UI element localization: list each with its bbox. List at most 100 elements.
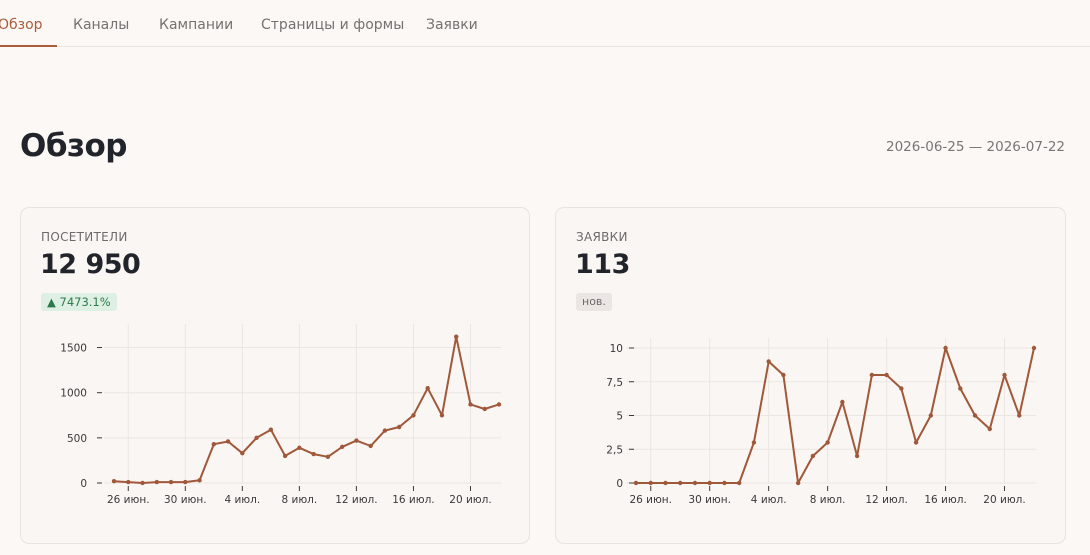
- y-tick-label: 10: [610, 343, 623, 355]
- data-point: [140, 480, 145, 486]
- x-tick-label: 8 июл.: [282, 494, 318, 506]
- data-point: [325, 454, 331, 460]
- data-point: [468, 402, 473, 407]
- y-tick-label: 2,5: [606, 444, 623, 456]
- y-tick-label: 1500: [60, 343, 87, 355]
- data-point: [197, 478, 202, 483]
- data-point: [722, 480, 727, 486]
- data-point: [339, 444, 345, 450]
- leads-card: ЗАЯВКИ 113 нов. 0 2,5 5 7,5 10 26 июн. 30 июн.…: [555, 207, 1066, 544]
- data-point: [943, 345, 948, 351]
- x-tick-label: 30 июн.: [164, 494, 207, 506]
- leads-value: 113: [575, 249, 630, 280]
- data-point: [825, 440, 830, 445]
- data-point: [1031, 345, 1037, 351]
- x-tick-label: 12 июл.: [865, 494, 907, 506]
- y-tick-label: 500: [67, 433, 87, 445]
- data-point: [899, 386, 904, 391]
- tab-bar: Обзор Каналы Кампании Страницы и формы З…: [0, 0, 1090, 47]
- data-point: [411, 413, 416, 418]
- x-tick-label: 20 июл.: [449, 494, 491, 506]
- data-point: [928, 413, 934, 418]
- visitors-label: ПОСЕТИТЕЛИ: [41, 230, 128, 244]
- x-tick-label: 8 июл.: [810, 494, 846, 506]
- leads-label: ЗАЯВКИ: [576, 230, 628, 244]
- visitors-change-badge: ▲ 7473.1%: [41, 293, 117, 311]
- data-point: [810, 453, 816, 459]
- tab-leads[interactable]: Заявки: [426, 17, 478, 33]
- data-point: [154, 479, 159, 485]
- y-tick-label: 5: [616, 411, 623, 423]
- data-point: [736, 480, 742, 486]
- x-tick-label: 16 июл.: [924, 494, 966, 506]
- x-tick-label: 4 июл.: [751, 494, 787, 506]
- data-point: [126, 479, 131, 485]
- y-tick-label: 0: [616, 478, 623, 490]
- data-point: [225, 439, 231, 444]
- data-point: [678, 480, 683, 486]
- visitors-card: ПОСЕТИТЕЛИ 12 950 ▲ 7473.1% 0 500 1000 1500…: [20, 207, 530, 544]
- y-tick-label: 0: [80, 478, 87, 490]
- visitors-chart: 0 500 1000 1500 26 июн. 30 июн. 4 июл. 8 июл. 12…: [60, 324, 502, 506]
- data-point: [111, 478, 117, 484]
- y-tick-label: 1000: [60, 388, 87, 400]
- tab-campaigns[interactable]: Кампании: [159, 17, 234, 33]
- data-point: [869, 372, 875, 378]
- data-point: [648, 480, 653, 486]
- data-point: [766, 359, 771, 364]
- data-point: [1017, 413, 1022, 418]
- y-tick-label: 7,5: [606, 377, 623, 389]
- data-point: [382, 428, 388, 433]
- data-point: [439, 413, 445, 418]
- data-point: [396, 424, 402, 430]
- active-tab-indicator: [0, 45, 57, 47]
- data-point: [840, 399, 845, 405]
- x-tick-label: 26 июн.: [629, 494, 672, 506]
- data-point: [211, 441, 217, 447]
- date-range[interactable]: 2026-06-25 — 2026-07-22: [886, 139, 1065, 155]
- data-point: [297, 445, 302, 450]
- series-line: [113, 335, 500, 484]
- data-point: [425, 385, 430, 391]
- data-point: [496, 402, 502, 407]
- data-point: [254, 435, 259, 441]
- data-point: [972, 413, 978, 418]
- data-point: [633, 480, 639, 486]
- tab-pages-and-forms[interactable]: Страницы и формы: [261, 17, 405, 33]
- data-point: [854, 453, 860, 459]
- data-point: [751, 440, 757, 445]
- x-tick-label: 20 июл.: [983, 494, 1025, 506]
- tab-channels[interactable]: Каналы: [73, 17, 130, 33]
- visitors-value: 12 950: [40, 249, 141, 280]
- page-title: Обзор: [20, 128, 128, 164]
- series-line: [636, 347, 1035, 484]
- data-point: [663, 480, 668, 486]
- x-tick-label: 30 июн.: [688, 494, 731, 506]
- data-point: [692, 480, 698, 486]
- data-point: [781, 372, 786, 378]
- x-tick-label: 26 июн.: [107, 494, 150, 506]
- data-point: [913, 440, 919, 445]
- tab-overview[interactable]: Обзор: [0, 17, 43, 33]
- data-point: [795, 480, 801, 486]
- data-point: [311, 451, 316, 457]
- data-point: [454, 334, 459, 339]
- leads-new-badge: нов.: [576, 293, 612, 311]
- data-point: [958, 386, 963, 391]
- x-tick-label: 12 июл.: [335, 494, 377, 506]
- data-point: [354, 438, 359, 443]
- chart-grid: [626, 338, 1036, 484]
- x-tick-label: 16 июл.: [392, 494, 434, 506]
- data-point: [282, 453, 288, 459]
- data-point: [707, 480, 712, 486]
- data-point: [884, 372, 889, 378]
- data-point: [1002, 372, 1007, 378]
- data-point: [268, 427, 274, 432]
- data-point: [240, 451, 245, 456]
- x-tick-label: 4 июл.: [224, 494, 260, 506]
- leads-chart: 0 2,5 5 7,5 10 26 июн. 30 июн. 4 июл. 8 июл. 12 и…: [606, 338, 1037, 506]
- data-point: [482, 406, 487, 412]
- chart-grid: [104, 324, 501, 484]
- data-point: [183, 479, 188, 485]
- data-point: [168, 479, 174, 485]
